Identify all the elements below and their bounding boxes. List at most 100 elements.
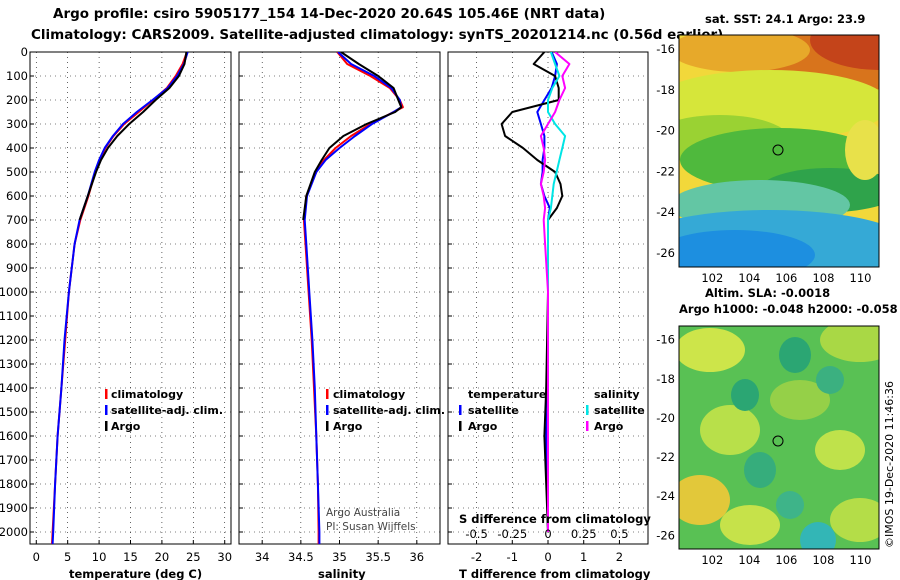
salinity-axis-label: salinity	[318, 567, 366, 580]
temperature-series-group	[51, 52, 189, 544]
depth-tick-label: 2000	[0, 525, 28, 539]
salinity-x-tick-label: 34.5	[288, 550, 314, 564]
difference-s-tick-label: 0.5	[610, 527, 628, 541]
legend-t-satellite-label: satellite	[468, 404, 519, 417]
sst-map-lon-tick-label: 108	[812, 271, 834, 285]
sst-map-lon-tick-label: 102	[701, 271, 723, 285]
legend-swatch-climatology	[326, 389, 329, 399]
legend-s-satellite-label: satellite	[594, 404, 645, 417]
depth-tick-label: 1400	[0, 381, 28, 395]
difference-x-tick-label: 0	[544, 550, 551, 564]
salinity-series-argo	[302, 52, 403, 221]
legend-satellite-adj-label: satellite-adj. clim.	[333, 404, 445, 417]
difference-legend: temperature satellite Argo salinity sate…	[459, 388, 645, 433]
t-difference-axis-label: T difference from climatology	[459, 567, 651, 580]
legend-climatology-label: climatology	[111, 388, 183, 401]
legend-temperature-title: temperature	[468, 388, 546, 401]
depth-tick-label: 1300	[0, 357, 28, 371]
annotation-pi: PI: Susan Wijffels	[326, 521, 416, 533]
annotation-argo-australia: Argo Australia	[326, 507, 400, 519]
chart-title-line1: Argo profile: csiro 5905177_154 14-Dec-2…	[53, 6, 606, 22]
depth-tick-label: 1800	[0, 477, 28, 491]
sla-map-lon-tick-label: 108	[812, 553, 834, 567]
difference-series-salinity-argo	[539, 52, 571, 532]
sla-map-subtitle: Argo h1000: -0.048 h2000: -0.058	[679, 302, 898, 316]
temperature-x-tick-label: 0	[33, 550, 40, 564]
legend-s-argo-label: Argo	[594, 420, 624, 433]
salinity-x-tick-label: 34	[255, 550, 270, 564]
sst-map-image	[679, 35, 879, 267]
depth-tick-label: 200	[6, 93, 28, 107]
sst-map-lat-tick-label: -18	[656, 83, 675, 97]
tick-labels-layer: 0100200300400500600700800900100011001200…	[0, 42, 871, 567]
sla-map-title: Altim. SLA: -0.0018	[705, 286, 830, 300]
depth-tick-label: 0	[21, 45, 28, 59]
sst-map-lat-tick-label: -26	[656, 246, 675, 260]
s-difference-axis-label: S difference from climatology	[459, 512, 651, 526]
sst-map-lon-tick-label: 110	[850, 271, 872, 285]
legend-salinity-title: salinity	[594, 388, 640, 401]
legend-swatch-argo	[326, 421, 329, 431]
salinity-x-tick-label: 35.5	[365, 550, 391, 564]
legend-swatch-t-satellite	[459, 405, 462, 415]
sla-map-lon-tick-label: 102	[701, 553, 723, 567]
temperature-axis-label: temperature (deg C)	[69, 567, 202, 580]
sst-map-lon-tick-label: 104	[738, 271, 760, 285]
temperature-x-tick-label: 25	[186, 550, 201, 564]
salinity-legend: climatology satellite-adj. clim. Argo	[326, 388, 445, 433]
temperature-series-argo	[78, 52, 188, 221]
difference-x-tick-label: 2	[616, 550, 623, 564]
sla-map-lon-tick-label: 104	[738, 553, 760, 567]
imos-credit: ©IMOS 19-Dec-2020 11:46:36	[883, 381, 896, 548]
sst-map-frame	[678, 34, 880, 268]
legend-swatch-climatology	[105, 389, 108, 399]
difference-s-tick-label: 0.25	[571, 527, 597, 541]
depth-tick-label: 1900	[0, 501, 28, 515]
sst-map-lat-tick-label: -24	[656, 205, 675, 219]
salinity-x-tick-label: 35	[332, 550, 347, 564]
sst-map-lat-tick-label: -16	[656, 42, 675, 56]
depth-tick-label: 1700	[0, 453, 28, 467]
sla-map-lat-tick-label: -26	[656, 528, 675, 542]
difference-s-tick-label: -0.5	[465, 527, 487, 541]
legend-swatch-satellite-adj	[105, 405, 108, 415]
profile-lines-layer	[51, 52, 571, 544]
legend-swatch-argo	[105, 421, 108, 431]
sla-map-lon-tick-label: 110	[850, 553, 872, 567]
sla-map-lat-tick-label: -18	[656, 372, 675, 386]
sla-map-lat-tick-label: -20	[656, 411, 675, 425]
sla-map-frame	[678, 325, 880, 550]
sst-map-lon-tick-label: 106	[775, 271, 797, 285]
sst-map-lat-tick-label: -22	[656, 164, 675, 178]
sst-map-argo-marker	[772, 144, 784, 156]
legend-swatch-satellite-adj	[326, 405, 329, 415]
sla-map-argo-marker	[772, 435, 784, 447]
legend-t-argo-label: Argo	[468, 420, 498, 433]
sla-map-image	[679, 326, 879, 549]
sla-map-lat-tick-label: -16	[656, 333, 675, 347]
sla-map-lat-tick-label: -22	[656, 450, 675, 464]
sla-map-lat-tick-label: -24	[656, 489, 675, 503]
depth-tick-label: 1200	[0, 333, 28, 347]
difference-series-group	[500, 52, 571, 533]
depth-tick-label: 500	[6, 165, 28, 179]
depth-tick-label: 800	[6, 237, 28, 251]
difference-x-tick-label: -2	[471, 550, 482, 564]
temperature-series-satellite-adj-clim-	[51, 52, 189, 544]
depth-tick-label: 1600	[0, 429, 28, 443]
depth-tick-label: 1000	[0, 285, 28, 299]
legend-argo-label: Argo	[333, 420, 363, 433]
legend-climatology-label: climatology	[333, 388, 405, 401]
temperature-x-tick-label: 30	[217, 550, 232, 564]
salinity-x-tick-label: 36	[409, 550, 424, 564]
difference-s-tick-label: -0.25	[497, 527, 527, 541]
legend-argo-label: Argo	[111, 420, 141, 433]
depth-tick-label: 700	[6, 213, 28, 227]
difference-s-tick-label: 0	[544, 527, 551, 541]
difference-x-tick-label: -1	[507, 550, 518, 564]
sst-map-title: sat. SST: 24.1 Argo: 23.9	[705, 12, 865, 26]
sst-map-lat-tick-label: -20	[656, 124, 675, 138]
temperature-x-tick-label: 15	[123, 550, 138, 564]
salinity-series-group	[302, 52, 404, 544]
